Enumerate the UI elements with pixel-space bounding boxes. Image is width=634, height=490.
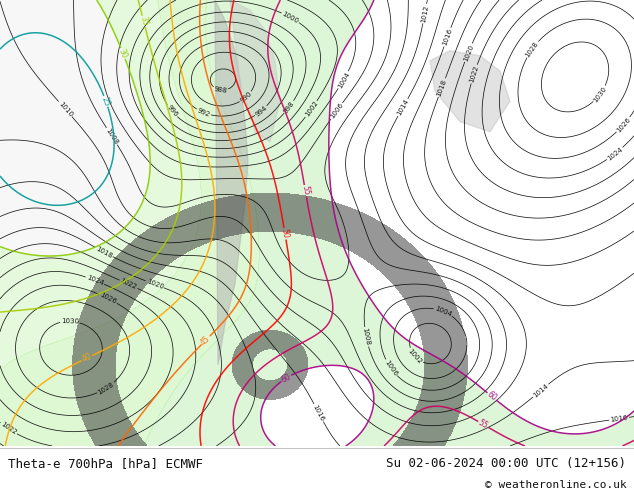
Text: 1022: 1022 — [469, 65, 480, 83]
Text: 1022: 1022 — [119, 278, 138, 291]
Text: 1010: 1010 — [57, 100, 74, 118]
Polygon shape — [215, 0, 248, 365]
Polygon shape — [230, 0, 280, 142]
Text: © weatheronline.co.uk: © weatheronline.co.uk — [484, 480, 626, 490]
Text: 35: 35 — [138, 16, 149, 27]
Text: 30: 30 — [117, 47, 129, 60]
Text: 1016: 1016 — [441, 27, 453, 47]
Text: 45: 45 — [199, 334, 212, 347]
Text: 1030: 1030 — [61, 318, 79, 324]
Text: 1022: 1022 — [0, 421, 18, 436]
Text: 40: 40 — [81, 352, 93, 364]
Text: 994: 994 — [254, 104, 268, 118]
Text: Su 02-06-2024 00:00 UTC (12+156): Su 02-06-2024 00:00 UTC (12+156) — [386, 457, 626, 470]
Text: 998: 998 — [283, 100, 295, 114]
Text: 55: 55 — [300, 185, 311, 196]
Text: 1020: 1020 — [145, 278, 164, 290]
Text: 1004: 1004 — [337, 71, 351, 89]
Text: 990: 990 — [239, 91, 253, 104]
Text: 50: 50 — [280, 228, 290, 239]
Text: 1030: 1030 — [592, 85, 608, 103]
Text: 1028: 1028 — [524, 40, 540, 58]
Text: 992: 992 — [197, 107, 211, 118]
Polygon shape — [430, 50, 510, 132]
Text: 1014: 1014 — [396, 98, 410, 117]
Text: 1028: 1028 — [97, 381, 115, 395]
Text: 60: 60 — [485, 390, 498, 403]
Text: 55: 55 — [477, 418, 490, 431]
Text: 996: 996 — [165, 104, 179, 118]
Text: 1006: 1006 — [383, 359, 398, 377]
Text: 1026: 1026 — [99, 292, 117, 305]
Text: 1024: 1024 — [86, 274, 104, 287]
Text: 1024: 1024 — [606, 146, 624, 162]
Text: 1008: 1008 — [105, 127, 119, 146]
Text: 1004: 1004 — [434, 305, 453, 318]
Text: 1006: 1006 — [329, 102, 344, 120]
Text: 1026: 1026 — [615, 116, 631, 133]
Text: 1020: 1020 — [462, 43, 474, 62]
Text: 1016: 1016 — [312, 403, 325, 422]
Text: 1012: 1012 — [420, 4, 429, 23]
Text: Theta-e 700hPa [hPa] ECMWF: Theta-e 700hPa [hPa] ECMWF — [8, 457, 203, 470]
Text: 1014: 1014 — [532, 383, 550, 398]
Text: 988: 988 — [214, 86, 228, 94]
Text: 60: 60 — [280, 372, 293, 385]
Text: 1002: 1002 — [407, 347, 424, 365]
Text: 1000: 1000 — [281, 10, 300, 24]
Text: 1008: 1008 — [361, 327, 371, 346]
Text: 1016: 1016 — [610, 415, 628, 423]
Text: 1018: 1018 — [436, 78, 448, 97]
Text: 25: 25 — [100, 95, 112, 107]
Text: 1018: 1018 — [94, 245, 113, 259]
Text: 1002: 1002 — [304, 100, 319, 118]
